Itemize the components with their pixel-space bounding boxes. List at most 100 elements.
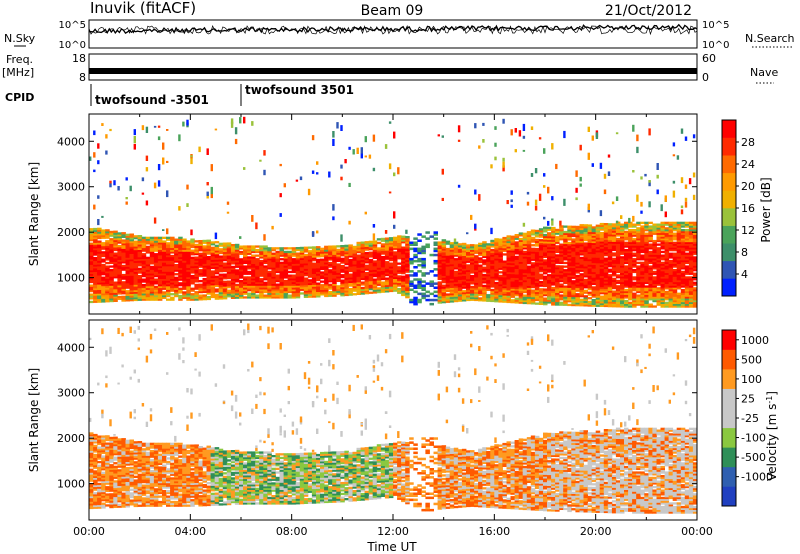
scatter-cell xyxy=(421,249,426,253)
scatter-cell xyxy=(239,281,244,285)
scatter-cell xyxy=(425,243,430,246)
scatter-cell xyxy=(615,196,619,201)
scatter-cell xyxy=(599,279,605,282)
scatter-cell xyxy=(198,263,203,266)
scatter-cell xyxy=(470,245,475,249)
scatter-cell xyxy=(494,269,499,272)
scatter-cell xyxy=(628,294,633,297)
scatter-cell xyxy=(206,276,211,279)
scatter-cell xyxy=(316,253,321,256)
scatter-cell xyxy=(153,273,159,276)
scatter-cell xyxy=(388,266,394,269)
scatter-cell xyxy=(218,295,224,298)
scatter-cell xyxy=(453,289,459,292)
scatter-cell xyxy=(356,241,361,245)
scatter-cell xyxy=(595,273,601,276)
scatter-cell xyxy=(449,245,455,248)
scatter-cell xyxy=(186,284,191,287)
scatter-cell xyxy=(607,259,613,262)
scatter-cell xyxy=(603,279,609,282)
scatter-cell xyxy=(518,267,524,270)
scatter-cell xyxy=(543,235,548,238)
scatter-cell xyxy=(194,274,199,277)
scatter-cell xyxy=(141,291,147,294)
scatter-cell xyxy=(384,290,390,293)
scatter-cell xyxy=(360,250,366,253)
scatter-cell xyxy=(93,130,96,136)
scatter-cell xyxy=(652,223,657,226)
scatter-cell xyxy=(291,289,297,292)
scatter-cell xyxy=(575,247,580,250)
scatter-cell xyxy=(628,290,633,294)
scatter-cell xyxy=(615,281,621,284)
scatter-cell xyxy=(295,276,301,279)
scatter-cell xyxy=(514,297,520,300)
scatter-cell xyxy=(607,301,613,304)
scatter-cell xyxy=(186,287,191,290)
scatter-cell xyxy=(587,257,593,260)
scatter-cell xyxy=(117,292,122,295)
scatter-cell xyxy=(97,143,100,149)
scatter-cell xyxy=(93,275,98,278)
scatter-cell xyxy=(89,228,94,231)
scatter-cell xyxy=(526,234,532,237)
scatter-cell xyxy=(628,279,633,283)
scatter-cell xyxy=(336,252,341,255)
scatter-cell xyxy=(101,243,106,247)
scatter-cell xyxy=(251,265,256,268)
scatter-cell xyxy=(551,281,556,284)
scatter-cell xyxy=(170,280,175,283)
scatter-cell xyxy=(324,285,329,288)
scatter-cell xyxy=(360,283,366,286)
scatter-cell xyxy=(672,142,676,147)
scatter-cell xyxy=(624,279,629,283)
scatter-cell xyxy=(599,290,605,293)
scatter-cell xyxy=(149,236,155,239)
scatter-cell xyxy=(105,232,110,236)
scatter-cell xyxy=(93,286,98,289)
scatter-cell xyxy=(255,259,260,263)
scatter-cell xyxy=(348,282,353,285)
scatter-cell xyxy=(636,290,641,294)
scatter-cell xyxy=(206,290,211,293)
scatter-cell xyxy=(356,261,361,265)
scatter-cell xyxy=(174,244,179,247)
scatter-cell xyxy=(559,289,564,292)
scatter-cell xyxy=(332,278,337,281)
scatter-cell xyxy=(141,242,147,245)
scatter-cell xyxy=(356,285,361,288)
scatter-cell xyxy=(182,251,187,254)
scatter-cell xyxy=(109,287,114,290)
scatter-cell xyxy=(89,239,94,242)
scatter-cell xyxy=(660,303,665,306)
scatter-cell xyxy=(518,296,524,299)
scatter-cell xyxy=(502,280,507,283)
scatter-cell xyxy=(336,122,339,129)
scatter-cell xyxy=(348,277,353,280)
scatter-cell xyxy=(567,296,572,299)
scatter-cell xyxy=(668,285,674,288)
scatter-cell xyxy=(295,285,301,288)
scatter-cell xyxy=(234,247,240,250)
scatter-cell xyxy=(89,262,94,265)
scatter-cell xyxy=(547,270,552,273)
scatter-cell xyxy=(530,229,536,232)
scatter-cell xyxy=(644,247,649,250)
scatter-cell xyxy=(526,262,532,265)
scatter-cell xyxy=(575,269,580,272)
scatter-cell xyxy=(449,247,455,250)
scatter-cell xyxy=(563,298,568,301)
scatter-cell xyxy=(129,295,134,298)
scatter-cell xyxy=(526,294,532,297)
scatter-cell xyxy=(234,263,240,267)
scatter-cell xyxy=(514,252,520,255)
scatter-cell xyxy=(360,270,366,273)
scatter-cell xyxy=(620,249,625,252)
scatter-cell xyxy=(125,290,130,293)
scatter-cell xyxy=(129,233,134,236)
scatter-cell xyxy=(478,257,483,260)
scatter-cell xyxy=(668,254,674,257)
scatter-cell xyxy=(676,294,682,297)
scatter-cell xyxy=(218,284,224,287)
scatter-cell xyxy=(234,278,240,281)
